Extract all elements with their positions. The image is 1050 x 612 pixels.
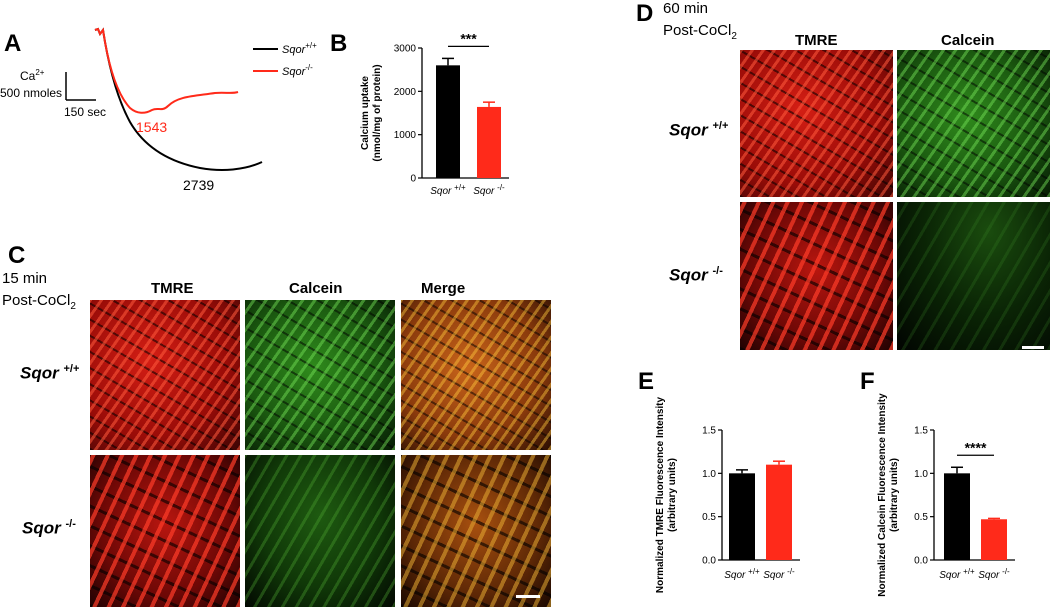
- y-tick-label: 0.5: [702, 512, 716, 523]
- significance-stars: ****: [965, 439, 987, 455]
- y-tick-label: 0.0: [914, 556, 928, 567]
- micrograph-c-wt-merge: [401, 300, 551, 450]
- bar-sqor-ko: [477, 106, 501, 178]
- y-axis-label: Calcium uptake: [360, 76, 371, 150]
- bar-sqor-wt: [436, 65, 460, 178]
- col-header-merge: Merge: [421, 280, 466, 297]
- y-tick-label: 1.5: [702, 426, 716, 437]
- y-tick-label: 0.5: [914, 512, 928, 523]
- micrograph-c-ko-tmre: [90, 455, 240, 607]
- panel-b-bar-chart: 0 1000 2000 3000 Calcium uptake (nmol/mg of p…: [360, 30, 509, 197]
- scale-bar-d: [1022, 346, 1044, 349]
- scale-bar-c: [516, 595, 540, 598]
- micrograph-d-ko-tmre: [740, 202, 893, 350]
- category-label: Sqor -/-: [978, 567, 1010, 581]
- bar-sqor-ko: [981, 519, 1007, 560]
- y-axis-label-units: (nmol/mg of protein): [372, 64, 383, 161]
- panel-label-e: E: [638, 368, 655, 395]
- micrograph-d-ko-calcein: [897, 202, 1050, 350]
- category-label: Sqor +/+: [724, 567, 760, 581]
- col-header-calcein: Calcein: [289, 280, 343, 297]
- micrograph-c-wt-calcein: [245, 300, 395, 450]
- panel-f-bar-chart: 0.0 0.5 1.0 1.5 Normalized Calcein Fluoresce…: [877, 393, 1015, 597]
- y-tick-label: 1.0: [702, 469, 716, 480]
- col-header-d-calcein: Calcein: [941, 32, 995, 49]
- y-tick-label: 0.0: [702, 556, 716, 567]
- bar-sqor-wt: [729, 473, 755, 560]
- y-tick-label: 0: [410, 174, 416, 185]
- panel-label-c: C: [8, 242, 26, 269]
- y-tick-label: 3000: [394, 44, 417, 55]
- micrograph-d-wt-calcein: [897, 50, 1050, 197]
- significance-stars: ***: [460, 30, 477, 46]
- category-label: Sqor -/-: [473, 183, 505, 197]
- col-header-d-tmre: TMRE: [795, 32, 838, 49]
- panel-e-bar-chart: 0.0 0.5 1.0 1.5 Normalized TMRE Fluorescence…: [655, 396, 800, 593]
- panel-c-caption: 15 min Post-CoCl2: [2, 270, 76, 312]
- row-label-d-sqor-ko: Sqor -/-: [669, 265, 723, 285]
- value-wt-label: 2739: [183, 177, 214, 193]
- row-label-sqor-ko: Sqor -/-: [22, 518, 76, 538]
- micrograph-c-ko-calcein: [245, 455, 395, 607]
- col-header-tmre: TMRE: [151, 280, 194, 297]
- y-axis-label-units: (arbitrary units): [667, 458, 678, 532]
- row-label-d-sqor-wt: Sqor +/+: [669, 120, 729, 140]
- scale-time-label: 150 sec: [64, 105, 106, 119]
- micrograph-c-ko-merge: [401, 455, 551, 607]
- legend-wt-label: Sqor+/+: [282, 41, 317, 56]
- panel-d-caption: 60 min Post-CoCl2: [663, 0, 737, 42]
- bar-sqor-ko: [766, 464, 792, 560]
- y-axis-label-units: (arbitrary units): [889, 458, 900, 532]
- panel-label-b: B: [330, 30, 348, 57]
- micrograph-c-wt-tmre: [90, 300, 240, 450]
- y-tick-label: 2000: [394, 87, 417, 98]
- scale-ca-label: Ca2+: [20, 68, 45, 83]
- scale-nmol-label: 500 nmoles: [0, 86, 62, 100]
- trace-sqor-ko: [94, 27, 239, 114]
- micrograph-d-wt-tmre: [740, 50, 893, 197]
- value-ko-label: 1543: [136, 119, 167, 135]
- legend-ko-label: Sqor-/-: [282, 63, 313, 78]
- bar-sqor-wt: [944, 473, 970, 560]
- category-label: Sqor +/+: [430, 183, 466, 197]
- y-tick-label: 1.5: [914, 426, 928, 437]
- category-label: Sqor +/+: [939, 567, 975, 581]
- panel-label-a: A: [4, 30, 22, 57]
- panel-a-trace-plot: Ca2+ 500 nmoles 150 sec 1543 2739 Sqor+/…: [0, 27, 317, 193]
- y-axis-label: Normalized Calcein Fluorescence Intensit…: [877, 393, 888, 597]
- y-tick-label: 1000: [394, 130, 417, 141]
- panel-label-d: D: [636, 0, 654, 27]
- panel-label-f: F: [860, 368, 875, 395]
- category-label: Sqor -/-: [763, 567, 795, 581]
- y-tick-label: 1.0: [914, 469, 928, 480]
- y-axis-label: Normalized TMRE Fluorescence Intensity: [655, 396, 666, 593]
- row-label-sqor-wt: Sqor +/+: [20, 363, 80, 383]
